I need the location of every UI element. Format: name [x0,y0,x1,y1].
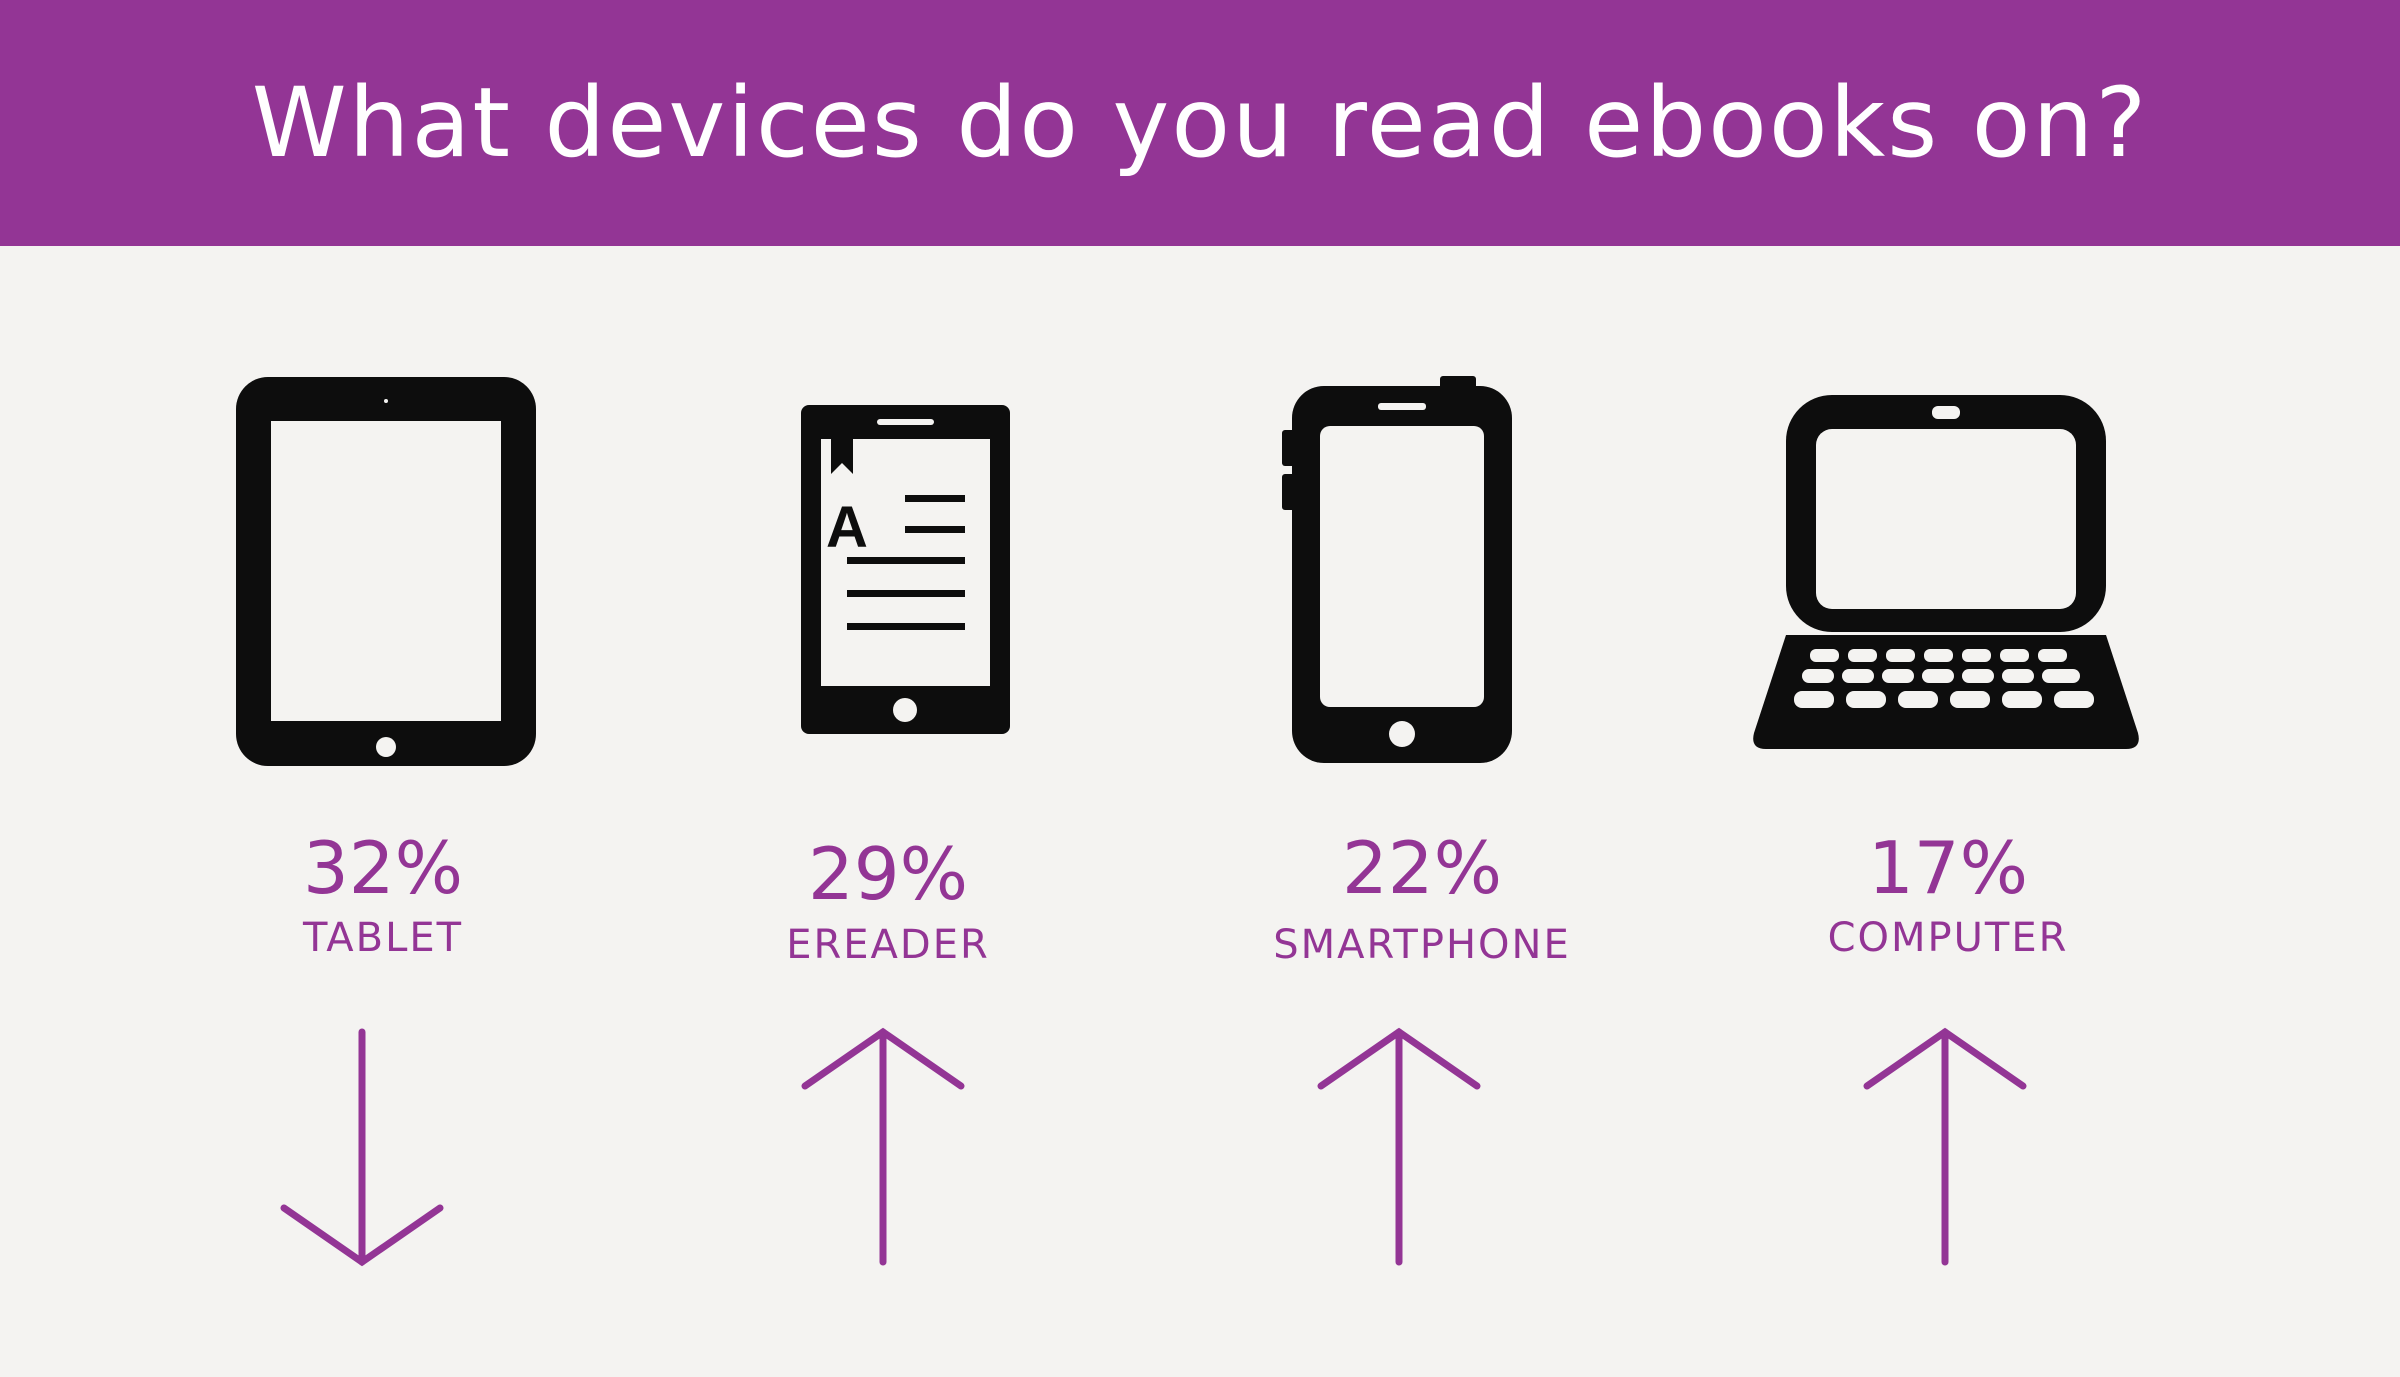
trend-arrow-computer-up [1863,1027,2027,1266]
value-label-computer: 17% [1867,826,2029,910]
ereader-icon: A [801,405,1010,734]
laptop-icon [1753,395,2139,749]
value-label-tablet: 32% [302,826,464,910]
value-label-ereader: 29% [807,832,969,916]
category-label-smartphone: SMARTPHONE [1273,922,1571,968]
chart-title: What devices do you read ebooks on? [251,67,2149,179]
smartphone-icon [1282,376,1512,763]
trend-arrow-ereader-up [801,1027,965,1266]
category-label-computer: COMPUTER [1827,915,2069,961]
value-label-smartphone: 22% [1341,826,1503,910]
category-label-ereader: EREADER [786,922,990,968]
trend-arrow-smartphone-up [1317,1027,1481,1266]
category-label-tablet: TABLET [302,915,464,961]
ereader-glyph: A [826,495,868,560]
tablet-icon [236,377,536,766]
title-banner: What devices do you read ebooks on? [0,0,2400,246]
trend-arrow-tablet-down [280,1028,444,1267]
